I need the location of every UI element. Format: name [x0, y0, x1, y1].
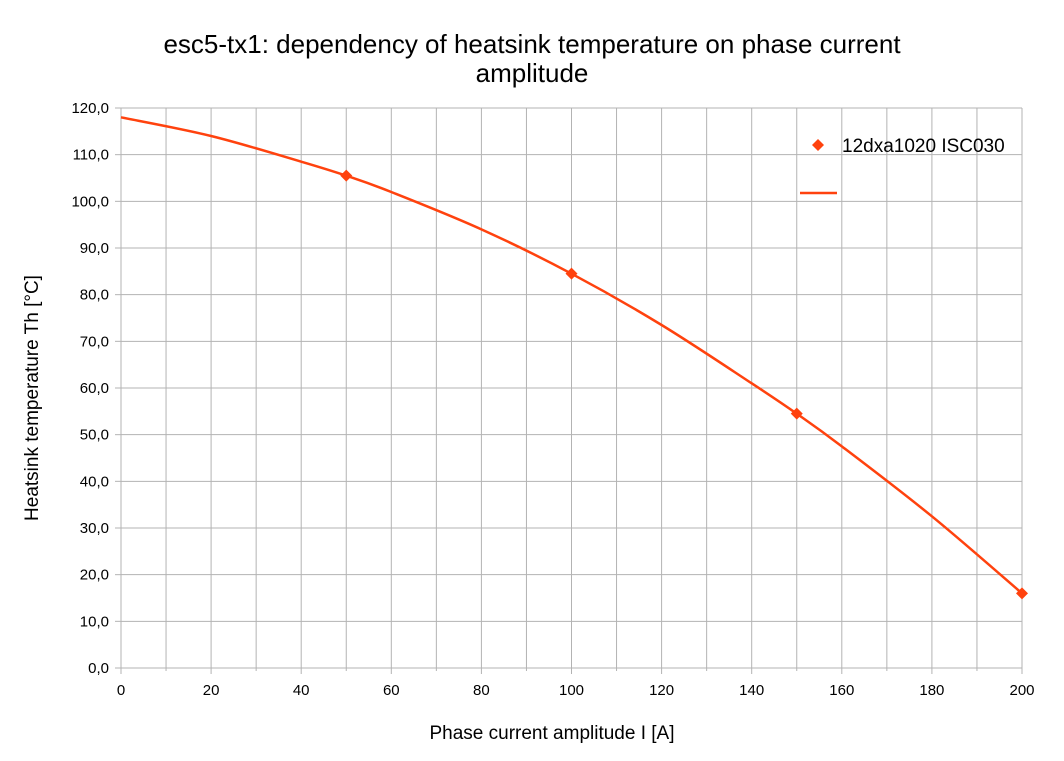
y-tick-label: 70,0	[80, 333, 109, 350]
y-tick-label: 60,0	[80, 380, 109, 397]
y-tick-labels: 0,0 10,0 20,0 30,0 40,0 50,0 60,0 70,0 80,0 90,0 1…	[71, 100, 109, 677]
axes	[115, 107, 1023, 674]
x-tick-labels: 0 20 40 60 80 100 120 140 160 180 200	[117, 682, 1035, 699]
grid	[120, 107, 1023, 669]
x-tick-label: 20	[203, 682, 220, 699]
y-tick-label: 10,0	[80, 613, 109, 630]
legend-label: 12dxa1020 ISC030	[842, 136, 1005, 157]
y-tick-label: 110,0	[73, 147, 109, 164]
x-tick-label: 0	[117, 682, 125, 699]
y-tick-label: 50,0	[80, 427, 109, 444]
y-tick-label: 30,0	[80, 520, 109, 537]
x-tick-label: 180	[919, 682, 944, 699]
x-tick-label: 160	[829, 682, 854, 699]
y-tick-label: 20,0	[80, 567, 109, 584]
y-axis-label: Heatsink temperature Th [°C]	[22, 275, 43, 521]
x-tick-label: 200	[1009, 682, 1034, 699]
chart-title-line-2: amplitude	[476, 58, 589, 88]
y-tick-label: 80,0	[80, 287, 109, 304]
x-tick-label: 140	[739, 682, 764, 699]
legend: 12dxa1020 ISC030	[800, 136, 1005, 195]
x-tick-label: 100	[559, 682, 584, 699]
x-tick-label: 80	[473, 682, 490, 699]
x-tick-label: 60	[383, 682, 400, 699]
y-tick-label: 100,0	[71, 193, 109, 210]
x-axis-label: Phase current amplitude I [A]	[429, 723, 674, 744]
x-tick-label: 40	[293, 682, 310, 699]
y-tick-label: 0,0	[88, 660, 109, 677]
y-tick-label: 40,0	[80, 473, 109, 490]
data-point	[340, 169, 353, 182]
data-point	[790, 407, 803, 420]
y-tick-label: 90,0	[80, 240, 109, 257]
data-point	[1016, 587, 1028, 600]
trendline-group	[120, 116, 1023, 595]
trendline	[120, 116, 1023, 595]
y-tick-label: 120,0	[71, 100, 109, 117]
legend-marker-diamond	[812, 139, 824, 151]
data-points	[340, 169, 1028, 600]
chart-title-line-1: esc5-tx1: dependency of heatsink tempera…	[163, 29, 901, 59]
x-tick-label: 120	[649, 682, 674, 699]
data-point	[565, 267, 578, 280]
